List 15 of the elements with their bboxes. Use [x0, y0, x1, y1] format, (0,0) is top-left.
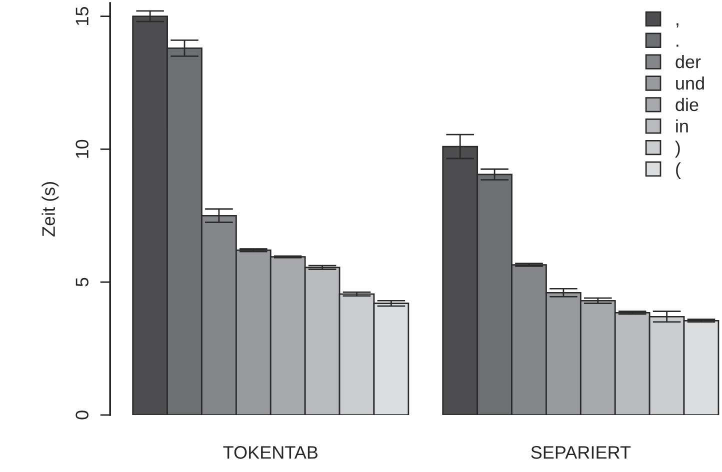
- legend-label: ,: [676, 23, 678, 28]
- legend-label: und: [676, 76, 704, 90]
- legend-label: in: [676, 119, 688, 132]
- y-tick-label: 10: [76, 140, 88, 158]
- y-tick-label: 0: [76, 410, 88, 420]
- legend-label: .: [676, 44, 678, 47]
- legend-label: der: [676, 55, 701, 68]
- legend-label: ): [675, 140, 680, 158]
- y-axis-title: Zeit (s): [42, 182, 59, 237]
- legend-label: die: [676, 98, 698, 112]
- legend-label: (: [676, 162, 681, 180]
- y-tick-label: 5: [76, 278, 88, 286]
- x-tick-label: SEPARIERT: [531, 446, 631, 459]
- x-tick-label: TOKENTAB: [223, 446, 318, 459]
- y-tick-label: 15: [76, 7, 88, 25]
